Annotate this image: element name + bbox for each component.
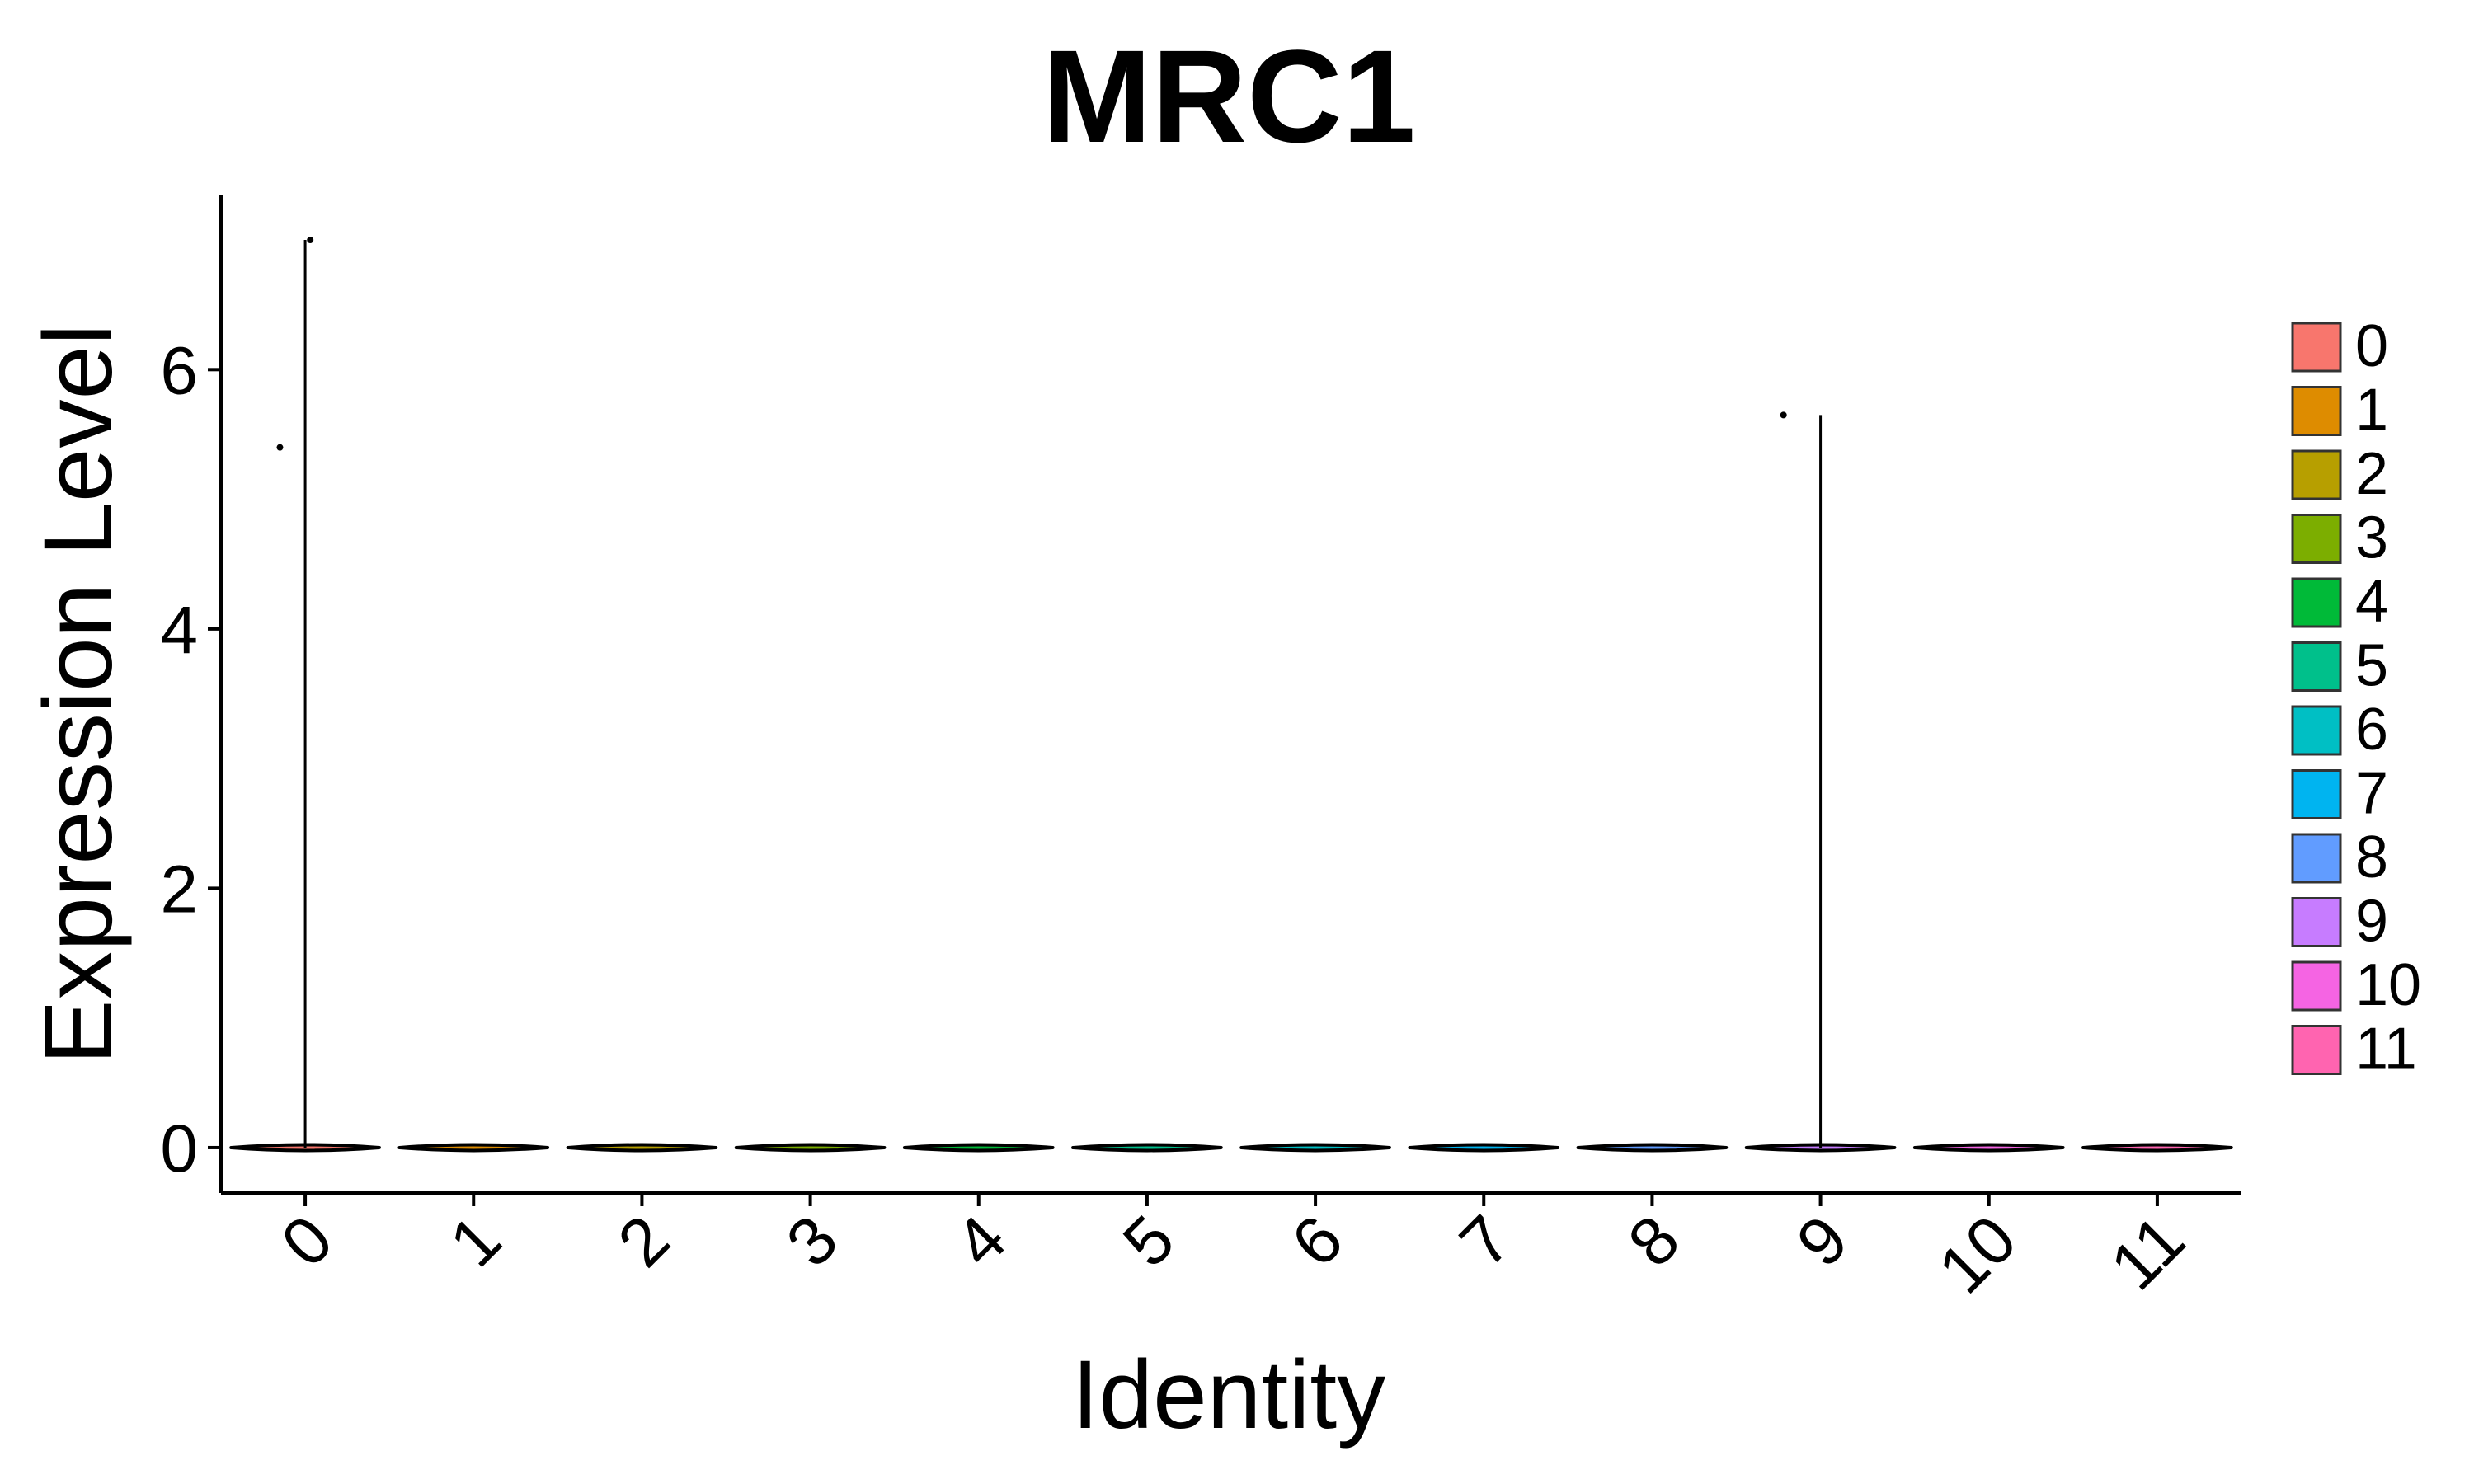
data-point [1780, 411, 1787, 419]
legend-swatch [2291, 897, 2342, 947]
x-tick-label: 11 [2096, 1201, 2199, 1304]
legend-swatch [2291, 641, 2342, 692]
x-tick-label: 9 [1783, 1201, 1863, 1281]
legend-swatch [2291, 577, 2342, 628]
legend-item-3: 3 [2291, 505, 2388, 571]
violin-category-2 [566, 1143, 718, 1153]
violin-body [1239, 1143, 1391, 1153]
legend-item-0: 0 [2291, 313, 2388, 379]
legend-swatch [2291, 769, 2342, 819]
legend-label: 4 [2355, 569, 2388, 635]
legend-swatch [2291, 1025, 2342, 1075]
violin-body [1576, 1143, 1729, 1153]
legend-item-1: 1 [2291, 378, 2388, 444]
legend-swatch [2291, 833, 2342, 884]
x-tick-label: 1 [435, 1201, 515, 1281]
violin-body [1071, 1143, 1223, 1153]
legend-label: 0 [2355, 313, 2388, 379]
legend-item-2: 2 [2291, 441, 2388, 507]
legend-label: 7 [2355, 761, 2388, 827]
legend-label: 6 [2355, 697, 2388, 763]
y-tick-label: 0 [160, 1111, 198, 1186]
x-tick-label: 6 [1277, 1201, 1357, 1281]
legend-item-5: 5 [2291, 633, 2388, 699]
violin-category-0 [229, 240, 381, 1153]
y-axis-title: Expression Level [24, 324, 133, 1065]
violin-body [1408, 1143, 1560, 1153]
y-tick-label: 2 [160, 852, 198, 927]
legend-label: 9 [2355, 889, 2388, 955]
legend-swatch [2291, 449, 2342, 500]
legend-item-6: 6 [2291, 697, 2388, 763]
legend-label: 10 [2355, 952, 2421, 1018]
legend-item-7: 7 [2291, 761, 2388, 827]
data-point [307, 237, 314, 244]
legend-item-11: 11 [2291, 1017, 2417, 1082]
violin-body [566, 1143, 718, 1153]
x-tick-label: 2 [604, 1201, 684, 1281]
violin-category-8 [1576, 1143, 1729, 1153]
legend-label: 1 [2355, 378, 2388, 444]
legend-item-9: 9 [2291, 889, 2388, 955]
legend-swatch [2291, 514, 2342, 564]
legend-swatch [2291, 705, 2342, 756]
x-tick-label: 8 [1615, 1201, 1695, 1281]
violin-body [734, 1143, 887, 1153]
legend-item-8: 8 [2291, 824, 2388, 890]
violin-category-7 [1408, 1143, 1560, 1153]
legend-swatch [2291, 960, 2342, 1012]
x-axis-title: Identity [1072, 1341, 1385, 1449]
x-tick-label: 5 [1109, 1201, 1189, 1281]
data-point [276, 444, 284, 451]
x-tick-label: 10 [1925, 1201, 2031, 1308]
violin-body [397, 1143, 550, 1153]
violin-category-9 [1744, 415, 1897, 1153]
chart-title: MRC1 [1042, 22, 1415, 170]
violin-category-4 [902, 1143, 1055, 1153]
violin-category-3 [734, 1143, 887, 1153]
legend-label: 3 [2355, 505, 2388, 571]
legend-label: 5 [2355, 633, 2388, 699]
x-tick-label: 7 [1446, 1201, 1526, 1281]
x-tick-label: 0 [267, 1201, 347, 1281]
violin-body [2081, 1143, 2233, 1153]
plot-area: 0 2 4 6 0 1 2 3 4 5 6 7 8 9 10 11 [160, 195, 2241, 1308]
legend-item-4: 4 [2291, 569, 2388, 635]
violin-body [1912, 1143, 2065, 1153]
violin-body [902, 1143, 1055, 1153]
legend-label: 8 [2355, 824, 2388, 890]
x-tick-label: 3 [773, 1201, 853, 1281]
legend-swatch [2291, 322, 2342, 373]
violin-category-6 [1239, 1143, 1391, 1153]
legend-swatch [2291, 386, 2342, 436]
legend-item-10: 10 [2291, 952, 2421, 1018]
violin-category-5 [1071, 1143, 1223, 1153]
x-tick-label: 4 [941, 1201, 1021, 1281]
y-tick-label: 6 [160, 333, 198, 408]
violin-category-10 [1912, 1143, 2065, 1153]
violin-category-11 [2081, 1143, 2233, 1153]
legend-label: 11 [2355, 1017, 2417, 1082]
y-tick-label: 4 [160, 593, 198, 668]
violin-category-1 [397, 1143, 550, 1153]
legend-label: 2 [2355, 441, 2388, 507]
